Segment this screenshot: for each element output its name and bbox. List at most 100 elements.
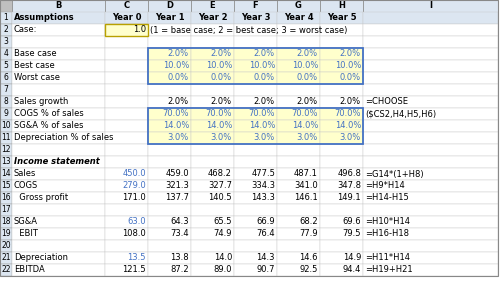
Bar bbox=[12, 24, 105, 36]
Bar bbox=[234, 72, 277, 84]
Bar bbox=[148, 228, 191, 240]
Text: COGS % of sales: COGS % of sales bbox=[14, 110, 84, 119]
Text: Depreciation: Depreciation bbox=[14, 254, 68, 263]
Bar bbox=[320, 192, 363, 204]
Text: Base case: Base case bbox=[14, 50, 56, 59]
Bar bbox=[363, 0, 498, 12]
Bar bbox=[105, 60, 148, 72]
Bar bbox=[277, 0, 320, 12]
Text: 341.0: 341.0 bbox=[294, 181, 318, 190]
Bar bbox=[234, 48, 277, 60]
Bar bbox=[105, 204, 148, 216]
Bar bbox=[105, 252, 148, 264]
Text: 10.0%: 10.0% bbox=[248, 61, 275, 70]
Text: 14.0%: 14.0% bbox=[248, 121, 275, 130]
Bar bbox=[0, 216, 12, 228]
Text: Year 3: Year 3 bbox=[241, 13, 270, 23]
Bar bbox=[234, 216, 277, 228]
Text: 347.8: 347.8 bbox=[337, 181, 361, 190]
Bar bbox=[234, 144, 277, 156]
Text: 108.0: 108.0 bbox=[122, 230, 146, 238]
Text: 21: 21 bbox=[1, 254, 11, 263]
Bar bbox=[148, 144, 191, 156]
Text: 121.5: 121.5 bbox=[122, 266, 146, 274]
Text: Year 1: Year 1 bbox=[154, 13, 184, 23]
Bar bbox=[320, 264, 363, 276]
Text: 14.6: 14.6 bbox=[300, 254, 318, 263]
Text: 140.5: 140.5 bbox=[208, 194, 232, 203]
Bar bbox=[277, 108, 320, 120]
Text: 20: 20 bbox=[1, 241, 11, 250]
Bar bbox=[363, 264, 498, 276]
Bar bbox=[12, 240, 105, 252]
Bar bbox=[148, 72, 191, 84]
Bar bbox=[148, 96, 191, 108]
Text: 2: 2 bbox=[4, 26, 8, 34]
Text: SG&A: SG&A bbox=[14, 217, 38, 227]
Text: 14.0: 14.0 bbox=[214, 254, 232, 263]
Bar bbox=[191, 264, 234, 276]
Bar bbox=[105, 84, 148, 96]
Text: 17: 17 bbox=[1, 206, 11, 214]
Bar bbox=[363, 192, 498, 204]
Bar bbox=[148, 60, 191, 72]
Text: 14.0%: 14.0% bbox=[292, 121, 318, 130]
Bar bbox=[105, 36, 148, 48]
Text: 77.9: 77.9 bbox=[300, 230, 318, 238]
Bar bbox=[363, 108, 498, 120]
Text: G: G bbox=[295, 1, 302, 10]
Text: 0.0%: 0.0% bbox=[211, 73, 232, 83]
Bar bbox=[0, 156, 12, 168]
Bar bbox=[148, 0, 191, 12]
Text: 1: 1 bbox=[4, 13, 8, 23]
Bar bbox=[0, 84, 12, 96]
Text: 2.0%: 2.0% bbox=[168, 97, 189, 107]
Bar bbox=[105, 48, 148, 60]
Bar bbox=[320, 12, 363, 24]
Bar bbox=[234, 108, 277, 120]
Text: 450.0: 450.0 bbox=[122, 170, 146, 178]
Bar bbox=[363, 132, 498, 144]
Text: 14.0%: 14.0% bbox=[206, 121, 232, 130]
Bar bbox=[191, 24, 234, 36]
Text: 1.0: 1.0 bbox=[133, 26, 146, 34]
Bar bbox=[363, 60, 498, 72]
Bar bbox=[363, 156, 498, 168]
Text: Sales: Sales bbox=[14, 170, 36, 178]
Text: 2.0%: 2.0% bbox=[340, 97, 361, 107]
Bar bbox=[105, 156, 148, 168]
Bar bbox=[191, 144, 234, 156]
Text: 2.0%: 2.0% bbox=[254, 97, 275, 107]
Bar bbox=[234, 156, 277, 168]
Text: COGS: COGS bbox=[14, 181, 38, 190]
Text: 5: 5 bbox=[4, 61, 8, 70]
Bar bbox=[12, 12, 105, 24]
Text: 92.5: 92.5 bbox=[300, 266, 318, 274]
Text: 0.0%: 0.0% bbox=[168, 73, 189, 83]
Text: 327.7: 327.7 bbox=[208, 181, 232, 190]
Text: 66.9: 66.9 bbox=[256, 217, 275, 227]
Bar bbox=[0, 204, 12, 216]
Bar bbox=[148, 108, 191, 120]
Text: 63.0: 63.0 bbox=[128, 217, 146, 227]
Text: Year 5: Year 5 bbox=[326, 13, 356, 23]
Bar bbox=[234, 48, 277, 60]
Bar bbox=[12, 60, 105, 72]
Bar bbox=[148, 132, 191, 144]
Text: 137.7: 137.7 bbox=[165, 194, 189, 203]
Bar bbox=[0, 108, 12, 120]
Bar bbox=[191, 96, 234, 108]
Text: 8: 8 bbox=[4, 97, 8, 107]
Bar bbox=[234, 168, 277, 180]
Bar bbox=[191, 132, 234, 144]
Text: H: H bbox=[338, 1, 345, 10]
Text: =H11*H14: =H11*H14 bbox=[365, 254, 410, 263]
Text: 70.0%: 70.0% bbox=[334, 110, 361, 119]
Text: I: I bbox=[429, 1, 432, 10]
Text: F: F bbox=[252, 1, 258, 10]
Bar bbox=[234, 96, 277, 108]
Text: 14: 14 bbox=[1, 170, 11, 178]
Bar bbox=[191, 228, 234, 240]
Text: 10.0%: 10.0% bbox=[334, 61, 361, 70]
Bar bbox=[234, 228, 277, 240]
